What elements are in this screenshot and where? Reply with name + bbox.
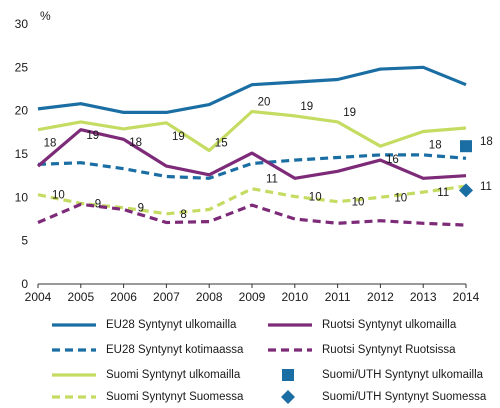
data-label: 11 <box>437 187 449 199</box>
legend-label-eu28-ulkomailla: EU28 Syntynyt ulkomailla <box>106 319 237 331</box>
legend-item-ruotsi-ulkomailla: Ruotsi Syntynyt ulkomailla <box>268 314 456 336</box>
legend-swatch-uth-suomessa <box>281 390 295 404</box>
data-label: 18 <box>429 139 442 151</box>
x-tick-label: 2004 <box>25 290 52 304</box>
uth-points <box>459 140 473 198</box>
y-unit-label: % <box>40 9 51 23</box>
data-label: 19 <box>300 101 313 113</box>
legend-label-uth-ulkomailla: Suomi/UTH Syntynyt ulkomailla <box>322 369 484 381</box>
uth-point-suomi-uth-syntynyt-suomessa <box>459 183 473 198</box>
series-line-suomi-syntynyt-ulkomailla <box>37 109 467 153</box>
series-line-ruotsi-syntynyt-ulkomailla <box>36 128 467 180</box>
legend-swatch-ruotsi-ulkomailla <box>268 323 312 327</box>
data-label: 11 <box>480 181 492 193</box>
legend-label-suomi-ulkomailla: Suomi Syntynyt ulkomailla <box>106 369 241 381</box>
legend: EU28 Syntynyt ulkomailla EU28 Syntynyt k… <box>0 308 500 405</box>
legend-label-suomi-suomessa: Suomi Syntynyt Suomessa <box>106 391 244 403</box>
legend-item-ruotsi-ruotsissa: Ruotsi Syntynyt Ruotsissa <box>268 339 456 361</box>
series-line-eu28-syntynyt-ulkomailla <box>37 65 467 114</box>
uth-point-suomi-uth-syntynyt-ulkomailla <box>460 140 472 153</box>
data-label: 18 <box>44 138 57 150</box>
legend-swatch-ruotsi-ruotsissa <box>268 348 312 352</box>
data-label: 19 <box>343 107 356 119</box>
data-label: 15 <box>215 138 228 150</box>
legend-item-suomi-suomessa: Suomi Syntynyt Suomessa <box>52 386 243 408</box>
data-label: 10 <box>309 191 322 203</box>
y-tick-label: 25 <box>15 60 29 74</box>
data-label: 18 <box>129 137 142 149</box>
x-tick-label: 2006 <box>110 290 137 304</box>
data-label: 16 <box>386 154 399 166</box>
x-tick-label: 2010 <box>281 290 308 304</box>
x-tick-label: 2005 <box>67 290 94 304</box>
legend-item-uth-ulkomailla: Suomi/UTH Syntynyt ulkomailla <box>268 364 483 386</box>
x-tick-label: 2007 <box>153 290 180 304</box>
legend-swatch-eu28-kotimaassa <box>52 348 96 352</box>
series-line-suomi-syntynyt-suomessa <box>37 184 467 216</box>
data-label: 19 <box>86 130 99 142</box>
x-tick-label: 2014 <box>453 290 480 304</box>
x-tick-label: 2012 <box>367 290 394 304</box>
y-tick-label: 10 <box>15 190 29 204</box>
data-label: 9 <box>95 198 101 210</box>
legend-swatch-eu28-ulkomailla <box>52 323 96 327</box>
data-label: 20 <box>258 97 271 109</box>
y-tick-label: 0 <box>21 277 28 291</box>
legend-swatch-suomi-ulkomailla <box>52 373 96 377</box>
data-label: 19 <box>172 131 185 143</box>
y-tick-label: 30 <box>15 17 29 31</box>
data-label: 10 <box>394 192 407 204</box>
legend-swatch-suomi-suomessa <box>52 395 96 399</box>
y-tick-label: 15 <box>15 147 29 161</box>
legend-swatch-uth-ulkomailla <box>282 369 294 381</box>
y-tick-label: 5 <box>21 234 28 248</box>
legend-item-suomi-ulkomailla: Suomi Syntynyt ulkomailla <box>52 364 240 386</box>
legend-label-eu28-kotimaassa: EU28 Syntynyt kotimaassa <box>106 344 244 356</box>
y-tick-label: 20 <box>15 104 29 118</box>
series-line-ruotsi-syntynyt-ruotsissa <box>37 202 467 227</box>
axes: 2004 2005 2006 2007 2008 2009 2010 2011 2012 2013… <box>15 17 480 304</box>
data-label: 10 <box>52 190 65 202</box>
data-label: 8 <box>180 209 186 221</box>
data-label: 9 <box>138 203 144 215</box>
data-labels: 18 19 18 19 15 20 19 19 16 18 18 10 9 9 8 11 10 10 10 11 11 <box>44 97 493 221</box>
x-tick-label: 2008 <box>196 290 223 304</box>
x-tick-label: 2011 <box>325 290 351 304</box>
series-line-eu28-syntynyt-kotimaassa <box>37 153 467 180</box>
x-tick-label: 2009 <box>239 290 266 304</box>
data-label: 11 <box>266 174 278 186</box>
legend-item-uth-suomessa: Suomi/UTH Syntynyt Suomessa <box>268 386 486 408</box>
legend-label-ruotsi-ruotsissa: Ruotsi Syntynyt Ruotsissa <box>322 344 456 356</box>
data-label: 10 <box>352 197 365 209</box>
x-tick-label: 2013 <box>410 290 437 304</box>
legend-label-ruotsi-ulkomailla: Ruotsi Syntynyt ulkomailla <box>322 319 457 331</box>
legend-item-eu28-kotimaassa: EU28 Syntynyt kotimaassa <box>52 339 243 361</box>
legend-label-uth-suomessa: Suomi/UTH Syntynyt Suomessa <box>322 391 487 403</box>
series-lines <box>36 65 467 227</box>
data-label: 18 <box>480 136 493 148</box>
legend-item-eu28-ulkomailla: EU28 Syntynyt ulkomailla <box>52 314 236 336</box>
